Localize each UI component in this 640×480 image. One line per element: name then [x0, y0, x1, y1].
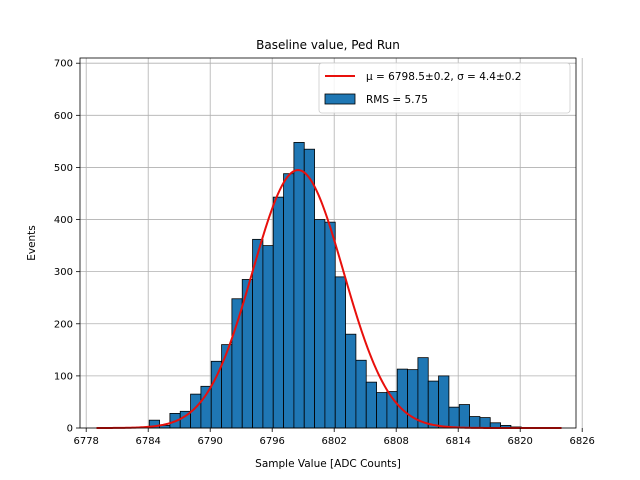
plot-frame	[79, 57, 577, 429]
histogram-bar	[283, 173, 295, 429]
histogram-bar	[334, 276, 346, 429]
histogram-bar	[469, 416, 481, 429]
histogram-bar	[479, 417, 491, 429]
histogram-bar	[303, 148, 315, 429]
y-tick-label: 500	[54, 163, 73, 174]
x-tick-label: 6808	[383, 436, 408, 447]
y-axis-ticks: 0 100 200 300 400 500 600 700	[54, 59, 80, 435]
legend-histogram-label: RMS = 5.75	[366, 94, 428, 106]
histogram-bar	[293, 142, 305, 429]
x-tick-label: 6778	[73, 436, 98, 447]
y-tick-label: 0	[67, 424, 73, 435]
histogram-bar	[396, 368, 408, 429]
x-tick-label: 6826	[569, 436, 594, 447]
histogram-bar	[200, 385, 212, 429]
y-tick-label: 100	[54, 371, 73, 382]
x-tick-label: 6814	[445, 436, 470, 447]
x-axis-label: Sample Value [ADC Counts]	[255, 458, 401, 470]
histogram-bar	[355, 359, 367, 429]
x-tick-label: 6820	[507, 436, 532, 447]
histogram-bar	[417, 357, 429, 429]
x-tick-label: 6802	[321, 436, 346, 447]
chart-title: Baseline value, Ped Run	[256, 38, 400, 52]
legend-histogram-swatch	[324, 93, 356, 105]
histogram-bars	[148, 142, 532, 429]
histogram-bar	[448, 406, 460, 429]
histogram-bar	[458, 404, 470, 429]
histogram-bar	[210, 360, 222, 429]
y-tick-label: 200	[54, 319, 73, 330]
x-axis-ticks: 6778 6784 6790 6796 6802 6808 6814 6820 6826	[73, 428, 595, 447]
legend-box	[318, 62, 571, 114]
histogram-bar	[345, 333, 357, 429]
histogram-bar	[231, 298, 243, 429]
histogram-bar	[376, 392, 388, 429]
x-tick-label: 6784	[135, 436, 160, 447]
legend-fit-label: μ = 6798.5±0.2, σ = 4.4±0.2	[366, 71, 521, 83]
x-tick-label: 6790	[197, 436, 222, 447]
histogram-bar	[221, 344, 233, 429]
histogram-bar	[438, 375, 450, 429]
legend: μ = 6798.5±0.2, σ = 4.4±0.2 RMS = 5.75	[318, 62, 571, 114]
histogram-bar	[427, 380, 439, 429]
y-tick-label: 700	[54, 59, 73, 70]
histogram-bar	[365, 381, 377, 429]
histogram-bar	[324, 221, 336, 429]
y-axis-label: Events	[26, 225, 38, 261]
y-tick-label: 300	[54, 267, 73, 278]
x-tick-label: 6796	[259, 436, 284, 447]
y-tick-label: 400	[54, 215, 73, 226]
histogram-bar	[272, 196, 284, 429]
y-tick-label: 600	[54, 111, 73, 122]
histogram-bar	[314, 219, 326, 429]
histogram-bar	[262, 245, 274, 429]
